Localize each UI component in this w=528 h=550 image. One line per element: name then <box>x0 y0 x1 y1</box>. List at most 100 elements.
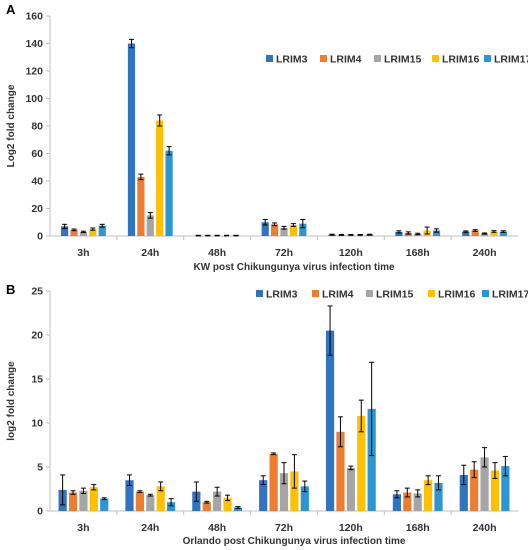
bar-lrim3-24h <box>125 480 134 511</box>
chart-panel-b: B 0 5 10 15 20 25 log2 fold change 3h 24h 48h 72h 12… <box>6 282 528 547</box>
y-tick-label: 20 <box>31 330 43 342</box>
legend-swatch-lrim3 <box>266 55 273 62</box>
bar-lrim17-72h <box>300 486 309 511</box>
x-tick-label: 3h <box>77 247 89 259</box>
x-tick-label: 72h <box>275 522 293 534</box>
y-tick-label: 80 <box>31 121 43 133</box>
bar-lrim4-120h <box>336 431 345 511</box>
bar-lrim3-240h <box>459 474 468 511</box>
legend-label-lrim3: LRIM3 <box>266 289 298 301</box>
bar-lrim4-240h <box>470 469 479 511</box>
legend-label-lrim17: LRIM17 <box>494 54 528 66</box>
x-tick-label: 168h <box>406 247 430 259</box>
bar-lrim15-3h <box>79 490 88 511</box>
y-tick-label: 120 <box>25 66 43 78</box>
legend: LRIM3 LRIM4 LRIM15 LRIM16 LRIM17 <box>256 289 528 301</box>
bar-lrim16-240h <box>490 231 498 236</box>
bar-lrim16-72h <box>289 225 297 236</box>
x-tick-label: 24h <box>141 522 159 534</box>
bar-lrim15-24h <box>146 495 155 511</box>
bar-lrim4-72h <box>269 453 278 511</box>
bar-lrim15-72h <box>279 473 289 511</box>
x-tick-label: 48h <box>208 522 226 534</box>
x-tick-label: 120h <box>339 247 363 259</box>
legend-swatch-lrim15 <box>374 55 381 62</box>
legend-label-lrim16: LRIM16 <box>442 54 480 66</box>
x-axis-label: KW post Chikungunya virus infection time <box>193 262 395 273</box>
y-tick-label: 160 <box>25 11 43 23</box>
bar-lrim15-168h <box>413 493 422 511</box>
bar-lrim3-168h <box>392 494 402 511</box>
bar-lrim16-168h <box>424 480 433 511</box>
bar-lrim15-240h <box>480 457 489 511</box>
x-tick-label: 240h <box>473 522 497 534</box>
bar-lrim4-168h <box>403 492 412 511</box>
legend-swatch-lrim3 <box>256 290 263 297</box>
x-tick-label: 48h <box>208 247 226 259</box>
bar-lrim17-240h <box>499 231 507 236</box>
x-tick-label: 3h <box>77 522 89 534</box>
bar-lrim15-48h <box>213 491 222 511</box>
y-axis-label: log2 fold change <box>6 361 17 441</box>
x-tick-label: 24h <box>141 247 159 259</box>
bar-lrim4-3h <box>68 492 78 511</box>
bar-lrim17-240h <box>501 466 510 511</box>
legend-swatch-lrim16 <box>432 55 439 62</box>
bar-lrim15-3h <box>79 231 88 236</box>
legend-label-lrim15: LRIM15 <box>384 54 422 66</box>
bar-lrim4-48h <box>202 502 211 511</box>
bar-lrim15-72h <box>280 227 288 236</box>
y-tick-label: 40 <box>31 176 43 188</box>
x-tick-label: 72h <box>275 247 293 259</box>
bar-lrim16-48h <box>223 497 232 511</box>
x-axis-label: Orlando post Chikungunya virus infection… <box>183 536 406 547</box>
bar-lrim4-240h <box>471 230 479 236</box>
bar-lrim15-120h <box>346 467 355 511</box>
legend-swatch-lrim17 <box>484 55 491 62</box>
bar-lrim15-24h <box>146 215 154 236</box>
legend-label-lrim15: LRIM15 <box>376 289 414 301</box>
bar-lrim3-72h <box>259 480 268 511</box>
panel-label: A <box>6 2 16 17</box>
bar-lrim15-240h <box>480 233 489 236</box>
legend-label-lrim4: LRIM4 <box>330 54 362 66</box>
bar-lrim17-3h <box>100 498 109 511</box>
bar-lrim17-3h <box>98 225 106 236</box>
y-tick-label: 0 <box>37 506 43 518</box>
legend: LRIM3 LRIM4 LRIM15 LRIM16 LRIM17 <box>266 54 528 66</box>
chart-panel-a: A 0 20 40 60 80 100 120 140 160 Log2 fold change 3h… <box>6 2 528 273</box>
y-tick-label: 60 <box>31 148 43 160</box>
legend-swatch-lrim16 <box>428 290 435 297</box>
bar-lrim4-72h <box>271 224 279 236</box>
y-tick-label: 100 <box>25 93 43 105</box>
bar-lrim17-120h <box>367 408 376 511</box>
bar-lrim17-48h <box>233 507 243 511</box>
legend-swatch-lrim4 <box>312 290 319 297</box>
legend-label-lrim4: LRIM4 <box>322 289 354 301</box>
bar-lrim16-120h <box>357 415 366 511</box>
bar-lrim3-120h <box>325 330 335 511</box>
x-tick-label: 168h <box>406 522 430 534</box>
legend-label-lrim3: LRIM3 <box>276 54 308 66</box>
bar-lrim16-240h <box>490 470 500 511</box>
bar-lrim4-24h <box>137 176 145 236</box>
legend-swatch-lrim15 <box>366 290 373 297</box>
bar-lrim17-72h <box>299 223 307 236</box>
x-tick-label: 120h <box>339 522 363 534</box>
y-tick-label: 5 <box>37 462 43 474</box>
y-tick-label: 140 <box>25 38 43 50</box>
y-axis-label: Log2 fold change <box>6 84 17 167</box>
y-tick-label: 0 <box>37 231 43 243</box>
bar-lrim16-72h <box>290 471 299 511</box>
bar-lrim17-168h <box>432 230 441 236</box>
x-tick-label: 240h <box>473 247 497 259</box>
bar-lrim16-24h <box>156 120 164 236</box>
bar-lrim4-3h <box>70 229 78 236</box>
bar-lrim3-240h <box>462 231 470 236</box>
legend-swatch-lrim17 <box>482 290 489 297</box>
legend-label-lrim16: LRIM16 <box>438 289 476 301</box>
bar-lrim3-3h <box>61 226 69 236</box>
y-tick-label: 25 <box>31 286 43 298</box>
bar-lrim17-168h <box>434 482 443 511</box>
